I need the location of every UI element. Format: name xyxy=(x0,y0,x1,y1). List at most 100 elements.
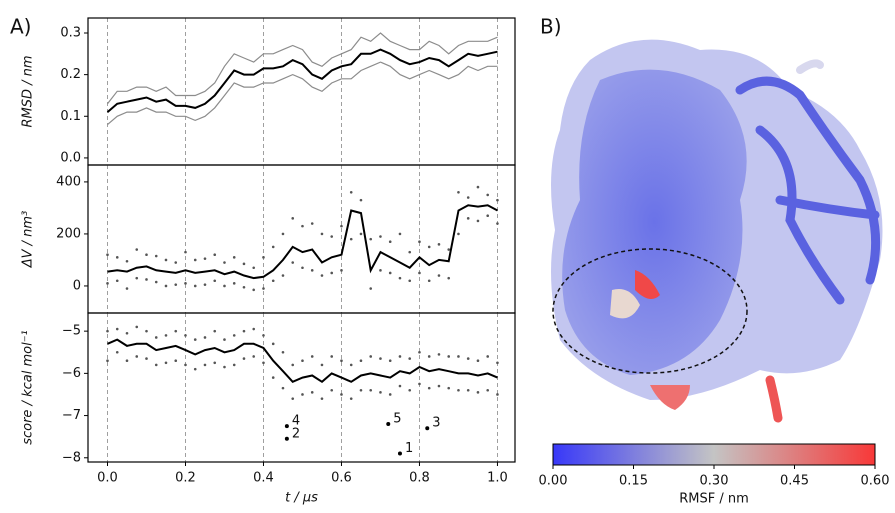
data-point xyxy=(164,258,168,262)
data-point xyxy=(349,397,353,400)
data-point xyxy=(252,266,256,270)
data-point xyxy=(125,331,129,335)
data-point xyxy=(252,355,256,358)
data-point xyxy=(486,388,490,392)
data-point xyxy=(476,391,480,394)
x-tick-label: 0.15 xyxy=(619,474,648,489)
data-point xyxy=(398,232,402,236)
data-point xyxy=(154,336,158,339)
x-tick-label: 0.60 xyxy=(861,474,890,489)
data-point xyxy=(310,355,314,358)
data-point xyxy=(223,284,226,288)
panel-label: B) xyxy=(540,15,562,39)
data-point xyxy=(398,276,402,280)
y-tick-label: 0 xyxy=(73,278,81,293)
data-point xyxy=(447,386,451,390)
data-point xyxy=(427,386,431,390)
data-point xyxy=(135,276,139,280)
data-point xyxy=(476,219,480,223)
data-point xyxy=(466,196,470,199)
data-point xyxy=(193,338,197,341)
y-tick-label: 0.1 xyxy=(60,109,81,124)
data-point xyxy=(496,222,499,225)
data-point xyxy=(340,359,343,362)
x-tick-label: 0.8 xyxy=(409,471,430,486)
data-line xyxy=(107,61,498,126)
data-point xyxy=(301,224,304,228)
data-point xyxy=(340,393,343,396)
data-point xyxy=(301,266,304,270)
annotation-label: 4 xyxy=(292,414,300,429)
data-point xyxy=(330,235,334,238)
y-axis-label: RMSD / nm xyxy=(21,55,36,127)
y-tick-label: 400 xyxy=(56,174,81,189)
data-point xyxy=(115,279,119,283)
data-point xyxy=(340,224,343,228)
data-point xyxy=(154,254,158,258)
data-point xyxy=(466,388,470,392)
data-point xyxy=(271,245,275,249)
data-point xyxy=(184,363,187,367)
data-point xyxy=(408,357,412,360)
data-point xyxy=(154,363,158,367)
data-point xyxy=(369,237,373,241)
data-point xyxy=(145,357,148,360)
data-point xyxy=(320,363,324,367)
data-point xyxy=(476,185,480,189)
data-point xyxy=(106,359,109,362)
y-axis-label: ΔV / nm³ xyxy=(21,211,36,269)
data-point xyxy=(242,329,246,333)
data-point xyxy=(457,355,460,358)
y-tick-label: 0.3 xyxy=(60,25,81,40)
y-axis-label: score / kcal mol⁻¹ xyxy=(21,330,36,445)
data-point xyxy=(223,365,226,369)
data-point xyxy=(223,261,226,264)
data-point xyxy=(242,285,246,289)
data-point xyxy=(135,248,139,251)
x-tick-label: 0.6 xyxy=(331,471,352,486)
data-point xyxy=(310,269,314,272)
data-point xyxy=(349,237,353,241)
data-point xyxy=(379,269,382,272)
x-axis-label: RMSF / nm xyxy=(679,492,749,507)
data-point xyxy=(437,384,441,388)
x-tick-label: 0.00 xyxy=(539,474,568,489)
data-point xyxy=(437,243,441,246)
data-point xyxy=(203,283,207,286)
data-point xyxy=(213,329,217,333)
data-point xyxy=(164,284,168,288)
data-point xyxy=(252,327,256,331)
data-point xyxy=(213,361,217,365)
data-point xyxy=(379,391,382,394)
data-point xyxy=(437,353,441,356)
x-tick-label: 0.4 xyxy=(253,471,274,486)
data-point xyxy=(125,287,129,290)
data-point xyxy=(232,256,236,259)
data-point xyxy=(418,271,421,275)
data-point xyxy=(145,253,148,257)
data-point xyxy=(203,257,207,260)
data-point xyxy=(174,329,178,333)
data-point xyxy=(447,248,451,251)
data-point xyxy=(437,274,441,277)
data-point xyxy=(115,256,119,259)
data-point xyxy=(408,388,412,392)
data-point xyxy=(232,334,236,337)
data-point xyxy=(427,355,431,358)
data-point xyxy=(135,355,139,358)
data-point xyxy=(496,361,499,365)
data-point xyxy=(476,359,480,362)
data-point xyxy=(115,350,119,354)
data-point xyxy=(281,232,285,236)
data-point xyxy=(184,334,187,337)
data-line xyxy=(106,48,498,113)
data-point xyxy=(193,367,197,371)
x-tick-label: 0.45 xyxy=(780,474,809,489)
data-point xyxy=(145,329,148,333)
data-point xyxy=(203,363,207,367)
panel-label: A) xyxy=(10,15,31,39)
data-point xyxy=(427,245,431,249)
data-point xyxy=(193,284,197,288)
data-point xyxy=(262,256,265,259)
